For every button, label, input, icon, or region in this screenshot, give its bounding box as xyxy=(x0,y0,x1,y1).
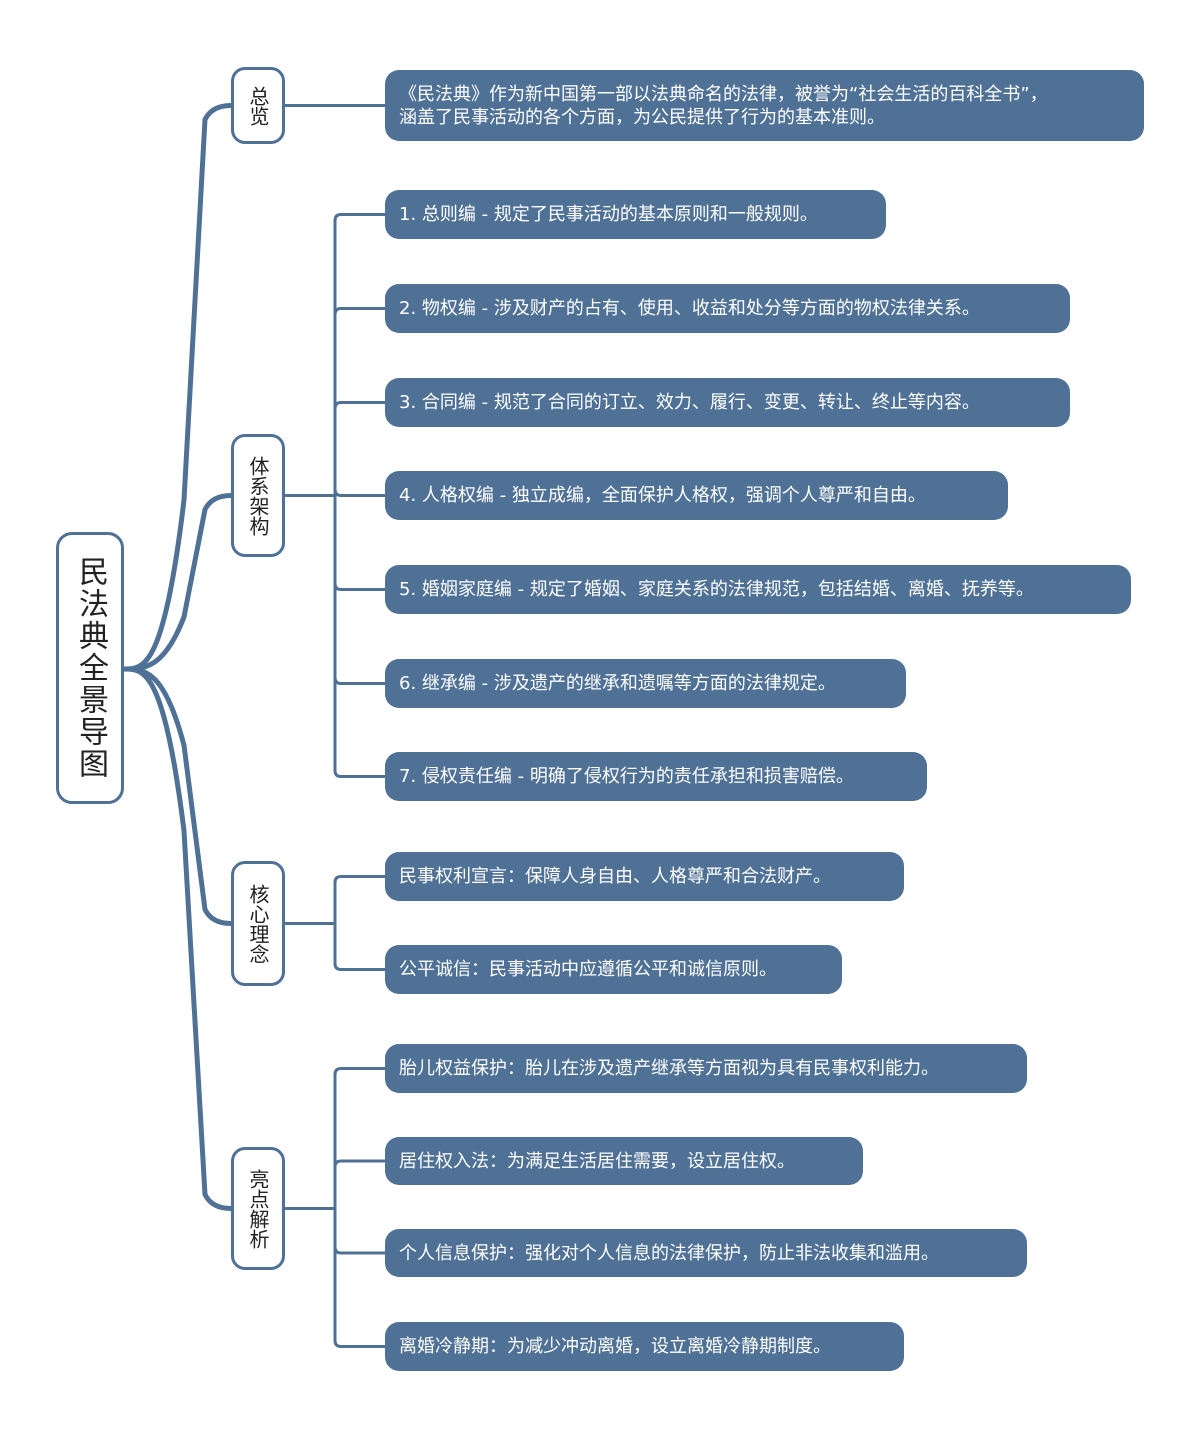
branch-to-item-line xyxy=(285,401,385,497)
branch-overview[interactable]: 总览 xyxy=(231,67,285,144)
structure-item[interactable]: 2. 物权编 - 涉及财产的占有、使用、收益和处分等方面的物权法律关系。 xyxy=(385,284,1070,333)
item-text: 4. 人格权编 - 独立成编，全面保护人格权，强调个人尊严和自由。 xyxy=(399,485,926,506)
item-text: 民事权利宣言：保障人身自由、人格尊严和合法财产。 xyxy=(399,866,831,887)
branch-label: 总览 xyxy=(246,85,270,126)
item-text: 个人信息保护：强化对个人信息的法律保护，防止非法收集和滥用。 xyxy=(399,1242,939,1264)
branch-to-item-line xyxy=(285,494,385,778)
branch-to-item-line xyxy=(285,489,385,497)
item-text: 公平诚信：民事活动中应遵循公平和诚信原则。 xyxy=(399,959,777,980)
root-to-overview-line xyxy=(123,103,232,672)
branch-label: 亮点解析 xyxy=(246,1168,270,1249)
branch-to-item-line xyxy=(285,875,385,925)
highlights-item[interactable]: 个人信息保护：强化对个人信息的法律保护，防止非法收集和滥用。 xyxy=(385,1229,1027,1277)
root-label: 民法典全景导图 xyxy=(73,556,108,780)
item-text: 6. 继承编 - 涉及遗产的继承和遗嘱等方面的法律规定。 xyxy=(399,673,836,694)
root-to-structure-line xyxy=(123,493,232,672)
item-text: 3. 合同编 - 规范了合同的订立、效力、履行、变更、转让、终止等内容。 xyxy=(399,392,980,413)
highlights-item[interactable]: 胎儿权益保护：胎儿在涉及遗产继承等方面视为具有民事权利能力。 xyxy=(385,1044,1027,1093)
core-ideas-item[interactable]: 公平诚信：民事活动中应遵循公平和诚信原则。 xyxy=(385,945,842,994)
branch-to-item-line xyxy=(285,922,385,971)
item-text: 胎儿权益保护：胎儿在涉及遗产继承等方面视为具有民事权利能力。 xyxy=(399,1058,939,1079)
branch-to-item-line xyxy=(285,307,385,497)
structure-item[interactable]: 4. 人格权编 - 独立成编，全面保护人格权，强调个人尊严和自由。 xyxy=(385,471,1008,520)
highlights-item[interactable]: 居住权入法：为满足生活居住需要，设立居住权。 xyxy=(385,1137,863,1185)
item-text: 《民法典》作为新中国第一部以法典命名的法律，被誉为“社会生活的百科全书”， 涵盖… xyxy=(399,83,1048,128)
branch-to-item-line xyxy=(285,1207,385,1348)
branch-to-item-line xyxy=(285,1159,385,1210)
structure-item[interactable]: 6. 继承编 - 涉及遗产的继承和遗嘱等方面的法律规定。 xyxy=(385,659,906,708)
structure-item[interactable]: 5. 婚姻家庭编 - 规定了婚姻、家庭关系的法律规范，包括结婚、离婚、抚养等。 xyxy=(385,565,1131,614)
core-ideas-item[interactable]: 民事权利宣言：保障人身自由、人格尊严和合法财产。 xyxy=(385,852,904,901)
item-text: 居住权入法：为满足生活居住需要，设立居住权。 xyxy=(399,1150,795,1172)
branch-structure[interactable]: 体系架构 xyxy=(231,434,285,557)
structure-item[interactable]: 1. 总则编 - 规定了民事活动的基本原则和一般规则。 xyxy=(385,190,886,239)
branch-label: 核心理念 xyxy=(246,883,270,964)
overview-item[interactable]: 《民法典》作为新中国第一部以法典命名的法律，被誉为“社会生活的百科全书”， 涵盖… xyxy=(385,70,1144,141)
item-text: 5. 婚姻家庭编 - 规定了婚姻、家庭关系的法律规范，包括结婚、离婚、抚养等。 xyxy=(399,579,1034,600)
branch-to-item-line xyxy=(285,1067,385,1210)
item-text: 7. 侵权责任编 - 明确了侵权行为的责任承担和损害赔偿。 xyxy=(399,766,854,787)
structure-item[interactable]: 7. 侵权责任编 - 明确了侵权行为的责任承担和损害赔偿。 xyxy=(385,752,927,801)
branch-core-ideas[interactable]: 核心理念 xyxy=(231,861,285,986)
highlights-item[interactable]: 离婚冷静期：为减少冲动离婚，设立离婚冷静期制度。 xyxy=(385,1322,904,1371)
structure-item[interactable]: 3. 合同编 - 规范了合同的订立、效力、履行、变更、转让、终止等内容。 xyxy=(385,378,1070,427)
branch-to-item-line xyxy=(285,213,385,497)
branch-highlights[interactable]: 亮点解析 xyxy=(231,1147,285,1270)
root-to-highlights-line xyxy=(123,666,232,1211)
item-text: 离婚冷静期：为减少冲动离婚，设立离婚冷静期制度。 xyxy=(399,1336,831,1357)
item-text: 1. 总则编 - 规定了民事活动的基本原则和一般规则。 xyxy=(399,204,818,225)
root-node[interactable]: 民法典全景导图 xyxy=(56,532,124,804)
item-text: 2. 物权编 - 涉及财产的占有、使用、收益和处分等方面的物权法律关系。 xyxy=(399,298,980,319)
branch-label: 体系架构 xyxy=(246,455,270,536)
